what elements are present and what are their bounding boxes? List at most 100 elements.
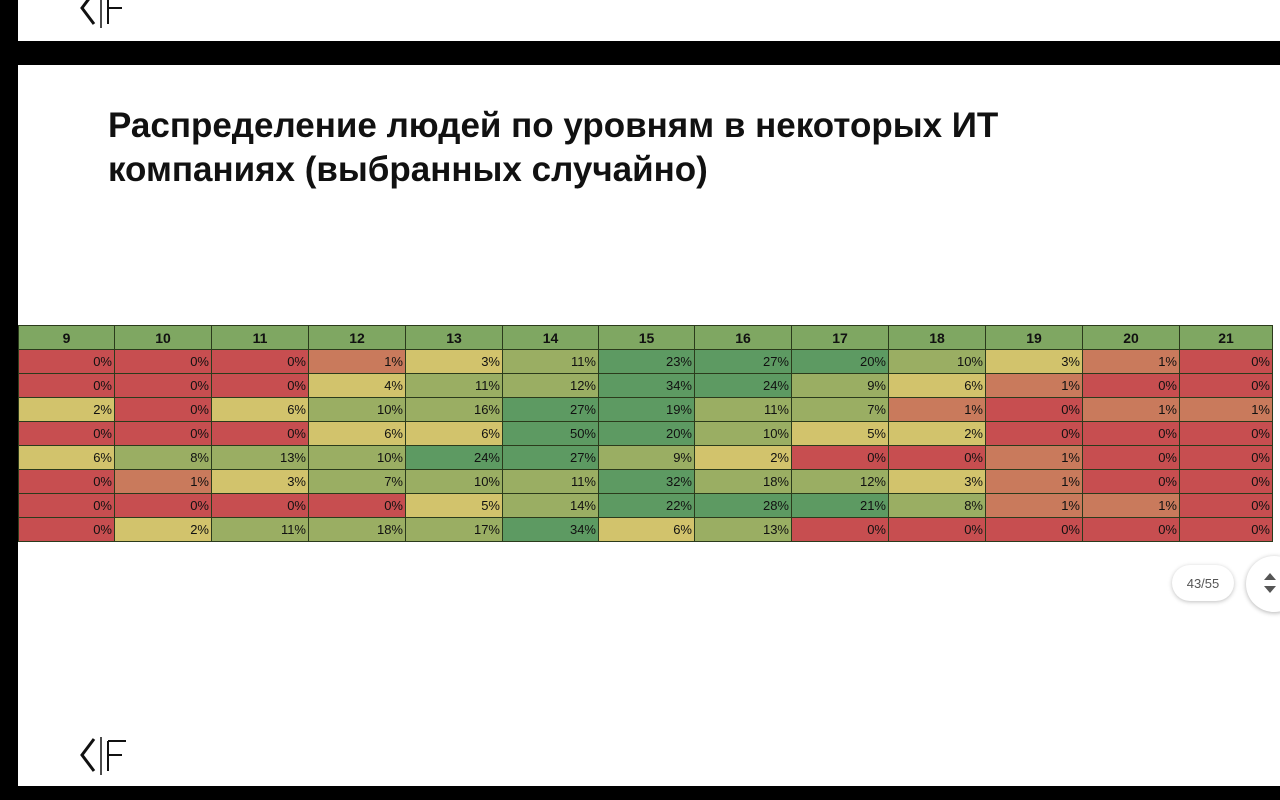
kf-logo-icon — [78, 733, 134, 779]
table-cell: 1% — [1082, 349, 1180, 374]
table-cell: 0% — [888, 517, 986, 542]
table-cell: 0% — [1179, 373, 1273, 398]
table-cell: 24% — [694, 373, 792, 398]
table-cell: 0% — [1082, 373, 1180, 398]
table-cell: 0% — [18, 349, 115, 374]
column-header: 13 — [405, 325, 503, 350]
table-cell: 6% — [598, 517, 695, 542]
table-cell: 11% — [694, 397, 792, 422]
table-row: 2% 0% 6% 10% 16% 27% 19% 11% 7% 1% 0% 1% 1% — [18, 397, 1273, 422]
table-cell: 1% — [888, 397, 986, 422]
table-cell: 0% — [791, 445, 889, 470]
column-header: 14 — [502, 325, 599, 350]
table-cell: 2% — [888, 421, 986, 446]
table-cell: 10% — [694, 421, 792, 446]
column-header: 11 — [211, 325, 309, 350]
table-cell: 4% — [308, 373, 406, 398]
table-row: 0% 0% 0% 6% 6% 50% 20% 10% 5% 2% 0% 0% 0% — [18, 421, 1273, 446]
table-cell: 21% — [791, 493, 889, 518]
table-cell: 8% — [888, 493, 986, 518]
table-cell: 0% — [1179, 517, 1273, 542]
table-cell: 0% — [211, 493, 309, 518]
slide-title: Распределение людей по уровням в некотор… — [108, 106, 999, 189]
table-cell: 0% — [18, 373, 115, 398]
table-cell: 34% — [598, 373, 695, 398]
table-cell: 0% — [1179, 349, 1273, 374]
table-cell: 0% — [1082, 421, 1180, 446]
table-cell: 23% — [598, 349, 695, 374]
updown-arrows-icon — [1264, 573, 1276, 593]
column-header: 21 — [1179, 325, 1273, 350]
table-cell: 32% — [598, 469, 695, 494]
column-header: 16 — [694, 325, 792, 350]
table-cell: 13% — [694, 517, 792, 542]
table-cell: 7% — [791, 397, 889, 422]
table-cell: 1% — [985, 493, 1083, 518]
table-cell: 2% — [114, 517, 212, 542]
table-cell: 0% — [308, 493, 406, 518]
table-cell: 17% — [405, 517, 503, 542]
table-cell: 0% — [114, 397, 212, 422]
table-cell: 27% — [694, 349, 792, 374]
table-cell: 2% — [18, 397, 115, 422]
table-cell: 11% — [211, 517, 309, 542]
table-cell: 1% — [114, 469, 212, 494]
column-header: 19 — [985, 325, 1083, 350]
table-cell: 22% — [598, 493, 695, 518]
table-cell: 1% — [985, 445, 1083, 470]
table-cell: 0% — [114, 421, 212, 446]
table-cell: 1% — [1082, 493, 1180, 518]
table-cell: 18% — [694, 469, 792, 494]
kf-logo-icon — [78, 0, 134, 32]
table-cell: 12% — [502, 373, 599, 398]
column-header: 15 — [598, 325, 695, 350]
table-cell: 1% — [985, 373, 1083, 398]
column-header: 20 — [1082, 325, 1180, 350]
table-cell: 27% — [502, 397, 599, 422]
table-cell: 16% — [405, 397, 503, 422]
table-cell: 6% — [211, 397, 309, 422]
table-cell: 0% — [18, 517, 115, 542]
table-row: 0% 0% 0% 1% 3% 11% 23% 27% 20% 10% 3% 1% 0% — [18, 349, 1273, 374]
column-header: 17 — [791, 325, 889, 350]
table-row: 0% 0% 0% 0% 5% 14% 22% 28% 21% 8% 1% 1% 0% — [18, 493, 1273, 518]
page-counter: 43/55 — [1172, 565, 1234, 601]
table-cell: 0% — [1082, 469, 1180, 494]
table-cell: 10% — [308, 397, 406, 422]
table-cell: 0% — [18, 493, 115, 518]
table-cell: 11% — [405, 373, 503, 398]
table-cell: 0% — [985, 397, 1083, 422]
table-cell: 10% — [888, 349, 986, 374]
table-cell: 0% — [1179, 469, 1273, 494]
table-cell: 7% — [308, 469, 406, 494]
table-cell: 34% — [502, 517, 599, 542]
table-row: 0% 1% 3% 7% 10% 11% 32% 18% 12% 3% 1% 0% 0% — [18, 469, 1273, 494]
table-cell: 0% — [1082, 445, 1180, 470]
table-cell: 18% — [308, 517, 406, 542]
table-cell: 9% — [598, 445, 695, 470]
table-header-row: 9 10 11 12 13 14 15 16 17 18 19 20 21 — [18, 325, 1273, 350]
table-cell: 28% — [694, 493, 792, 518]
table-cell: 19% — [598, 397, 695, 422]
table-cell: 11% — [502, 469, 599, 494]
table-cell: 1% — [985, 469, 1083, 494]
table-cell: 0% — [18, 421, 115, 446]
table-cell: 0% — [211, 349, 309, 374]
table-cell: 50% — [502, 421, 599, 446]
column-header: 12 — [308, 325, 406, 350]
table-cell: 0% — [114, 349, 212, 374]
table-cell: 0% — [888, 445, 986, 470]
table-cell: 0% — [1179, 493, 1273, 518]
table-cell: 12% — [791, 469, 889, 494]
table-cell: 1% — [1082, 397, 1180, 422]
table-cell: 0% — [985, 421, 1083, 446]
table-cell: 3% — [211, 469, 309, 494]
table-cell: 2% — [694, 445, 792, 470]
table-cell: 3% — [985, 349, 1083, 374]
table-cell: 27% — [502, 445, 599, 470]
column-header: 18 — [888, 325, 986, 350]
table-cell: 9% — [791, 373, 889, 398]
table-cell: 24% — [405, 445, 503, 470]
table-cell: 10% — [308, 445, 406, 470]
table-cell: 6% — [405, 421, 503, 446]
